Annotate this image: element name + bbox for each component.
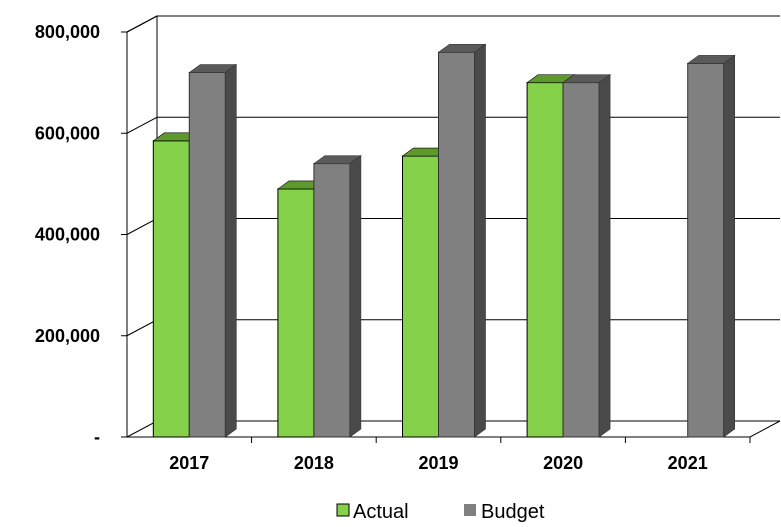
y-tick-label: -: [94, 427, 100, 447]
bar-budget-2018: [313, 163, 351, 438]
bar-side-budget-2018: [349, 155, 362, 438]
gridline: [126, 15, 780, 33]
x-tick-label-2019: 2019: [418, 453, 458, 473]
bar-side-budget-2017: [225, 63, 237, 438]
legend-label-actual: Actual: [353, 501, 409, 523]
legend-swatch-actual: [336, 503, 350, 517]
y-tick-label: 400,000: [35, 225, 100, 245]
x-axis-tick-labels: 2017 2018 2019 2020 2021: [169, 453, 707, 473]
y-tick-label: 600,000: [35, 123, 100, 143]
x-tick-label-2021: 2021: [668, 453, 708, 473]
bar-budget-2017: [188, 72, 226, 438]
bar-actual-2019: [402, 155, 439, 438]
bar-budget-2021: [687, 62, 725, 438]
bar-side-budget-2020: [598, 74, 611, 438]
x-tick-label-2020: 2020: [543, 453, 583, 473]
bars: [152, 43, 736, 438]
bar-budget-2019: [438, 51, 475, 438]
legend-swatch-budget: [464, 504, 476, 516]
x-tick-label-2017: 2017: [169, 453, 209, 473]
bar-budget-2020: [562, 82, 600, 438]
y-axis-tick-labels: - 200,000 400,000 600,000 800,000: [35, 22, 100, 447]
bar-side-budget-2021: [723, 54, 736, 438]
x-tick-label-2018: 2018: [294, 453, 334, 473]
y-tick-label: 800,000: [35, 22, 100, 42]
bar-actual-2020: [526, 82, 564, 438]
legend: Actual Budget: [336, 501, 545, 523]
bar-side-budget-2019: [474, 43, 486, 438]
bar-actual-2017: [152, 140, 190, 438]
bar-actual-2018: [277, 188, 315, 438]
y-tick-label: 200,000: [35, 326, 100, 346]
legend-label-budget: Budget: [481, 501, 545, 523]
